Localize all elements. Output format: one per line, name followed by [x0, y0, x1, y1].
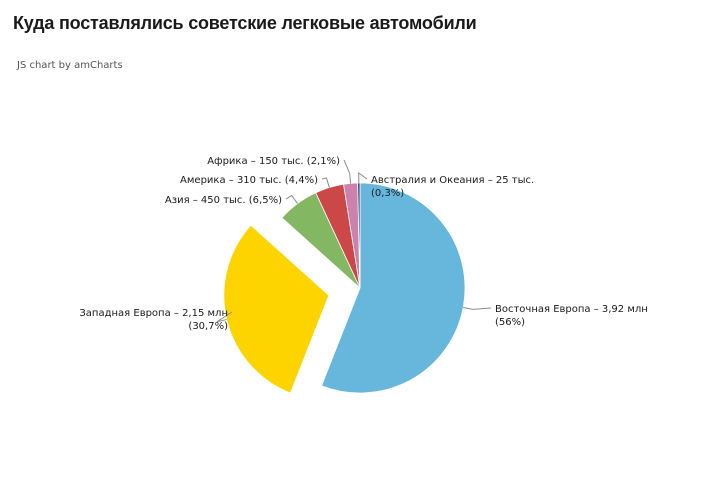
leader-line	[216, 311, 233, 323]
chart-title: Куда поставлялись советские легковые авт…	[13, 13, 477, 33]
leader-line	[285, 194, 298, 204]
slice-label: Австралия и Океания – 25 тыс. (0,3%)	[371, 175, 534, 199]
pie-slice-2[interactable]	[223, 224, 330, 394]
leader-line	[343, 159, 352, 184]
slice-label: Западная Европа – 2,15 млн (30,7%)	[79, 308, 228, 332]
leader-line	[321, 177, 330, 188]
slice-label: Африка – 150 тыс. (2,1%)	[207, 156, 340, 167]
slice-label: Азия – 450 тыс. (6,5%)	[165, 195, 282, 206]
slice-label: Америка – 310 тыс. (4,4%)	[180, 175, 318, 186]
slice-label: Восточная Европа – 3,92 млн (56%)	[495, 304, 648, 328]
leader-line	[358, 172, 368, 184]
amcharts-credit-link[interactable]: JS chart by amCharts	[17, 60, 123, 71]
leader-line	[463, 307, 492, 310]
